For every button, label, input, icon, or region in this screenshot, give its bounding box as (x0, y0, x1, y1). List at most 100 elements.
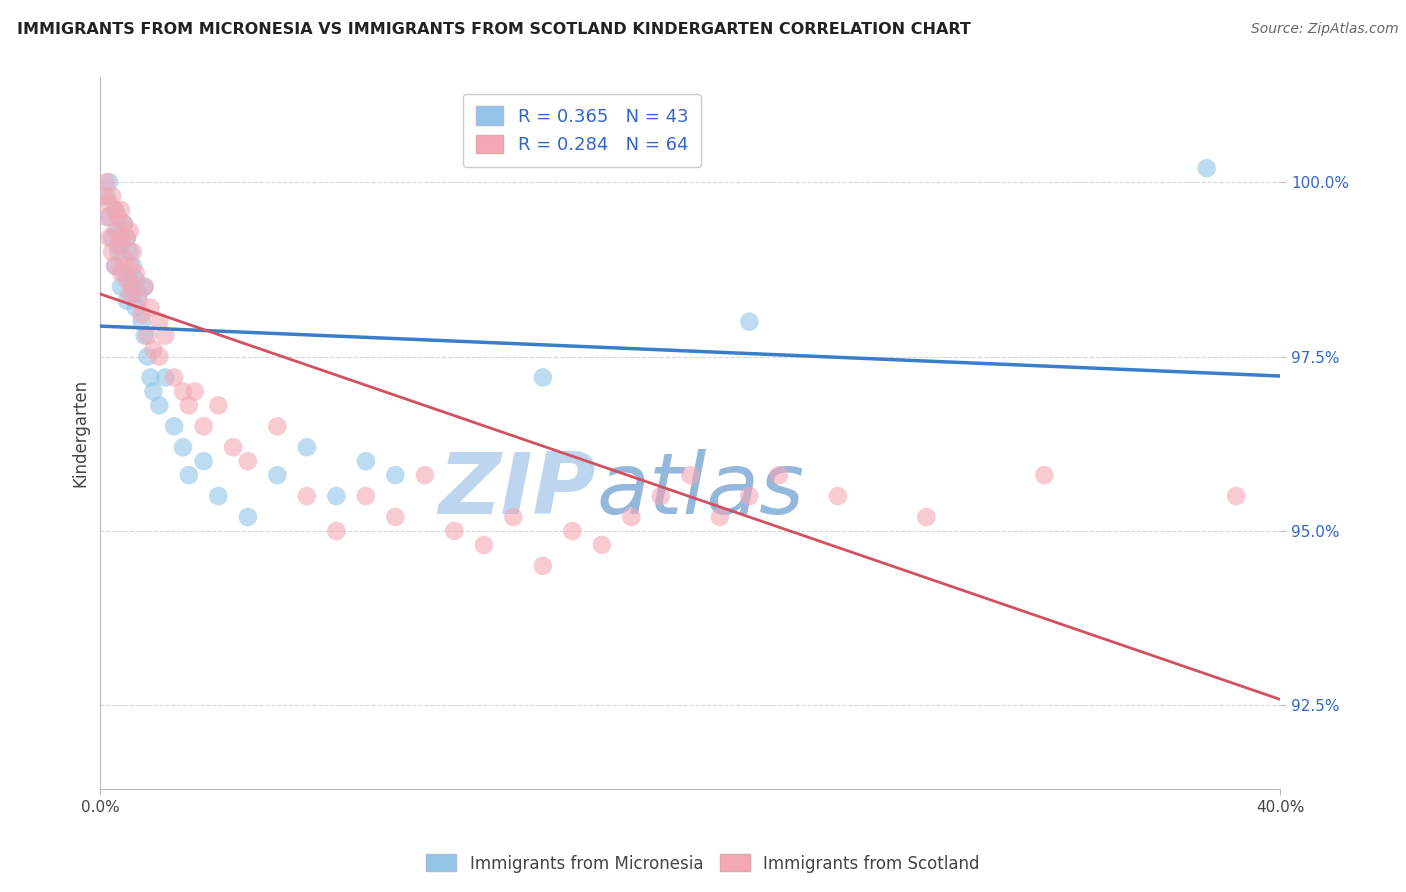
Point (142, 384, 165, 399)
Point (118, 244, 141, 259)
Point (121, 286, 143, 301)
Point (136, 328, 159, 343)
Point (118, 286, 141, 301)
Point (1195, 161, 1218, 176)
Point (325, 524, 347, 538)
Point (136, 350, 159, 364)
Point (236, 510, 259, 524)
Point (96, 189, 118, 203)
Point (98, 196, 121, 211)
Text: atlas: atlas (596, 449, 804, 532)
Point (110, 266, 132, 280)
Point (177, 398, 200, 412)
Point (266, 419, 288, 434)
Point (591, 538, 613, 552)
Point (128, 286, 150, 301)
Point (134, 328, 156, 343)
Point (91, 189, 114, 203)
Point (768, 468, 790, 483)
Point (118, 224, 141, 238)
Point (110, 238, 132, 252)
Point (561, 524, 583, 538)
Point (443, 524, 465, 538)
Point (827, 489, 849, 503)
Point (384, 468, 406, 483)
Point (112, 266, 135, 280)
Point (172, 384, 194, 399)
Y-axis label: Kindergarten: Kindergarten (72, 379, 89, 487)
Point (177, 468, 200, 483)
Point (101, 189, 124, 203)
Point (384, 510, 406, 524)
Point (125, 266, 148, 280)
Point (115, 273, 138, 287)
Point (107, 224, 129, 238)
Point (118, 273, 141, 287)
Point (738, 315, 761, 329)
Point (115, 231, 138, 245)
Point (98, 210, 121, 224)
Point (915, 510, 938, 524)
Point (110, 231, 132, 245)
Point (155, 370, 177, 384)
Point (193, 419, 215, 434)
Point (121, 279, 143, 293)
Point (163, 370, 186, 384)
Text: ZIP: ZIP (439, 449, 596, 532)
Point (236, 454, 259, 468)
Point (96, 175, 118, 189)
Point (128, 293, 150, 308)
Point (354, 454, 377, 468)
Point (131, 308, 153, 322)
Point (184, 384, 207, 399)
Point (139, 301, 162, 315)
Point (112, 217, 135, 231)
Point (531, 558, 554, 573)
Point (1033, 468, 1056, 483)
Point (139, 370, 162, 384)
Point (325, 489, 347, 503)
Point (679, 468, 702, 483)
Point (104, 259, 127, 273)
Point (110, 279, 132, 293)
Point (104, 202, 127, 217)
Point (104, 224, 127, 238)
Point (738, 489, 761, 503)
Point (163, 419, 186, 434)
Point (134, 279, 156, 293)
Point (148, 350, 170, 364)
Point (193, 454, 215, 468)
Legend: Immigrants from Micronesia, Immigrants from Scotland: Immigrants from Micronesia, Immigrants f… (419, 847, 987, 880)
Point (104, 259, 127, 273)
Point (115, 231, 138, 245)
Point (98, 231, 121, 245)
Point (650, 489, 672, 503)
Point (101, 244, 124, 259)
Point (125, 273, 148, 287)
Point (222, 440, 245, 454)
Point (207, 398, 229, 412)
Point (107, 238, 129, 252)
Point (131, 315, 153, 329)
Text: IMMIGRANTS FROM MICRONESIA VS IMMIGRANTS FROM SCOTLAND KINDERGARTEN CORRELATION : IMMIGRANTS FROM MICRONESIA VS IMMIGRANTS… (17, 22, 970, 37)
Point (413, 468, 436, 483)
Point (502, 510, 524, 524)
Point (155, 328, 177, 343)
Point (134, 279, 156, 293)
Point (96, 210, 118, 224)
Point (472, 538, 495, 552)
Point (107, 244, 129, 259)
Point (172, 440, 194, 454)
Point (148, 315, 170, 329)
Point (112, 217, 135, 231)
Point (107, 210, 129, 224)
Point (112, 252, 135, 266)
Point (709, 510, 731, 524)
Point (142, 343, 165, 357)
Point (531, 370, 554, 384)
Point (1225, 489, 1247, 503)
Point (354, 489, 377, 503)
Point (104, 202, 127, 217)
Point (295, 440, 318, 454)
Point (115, 293, 138, 308)
